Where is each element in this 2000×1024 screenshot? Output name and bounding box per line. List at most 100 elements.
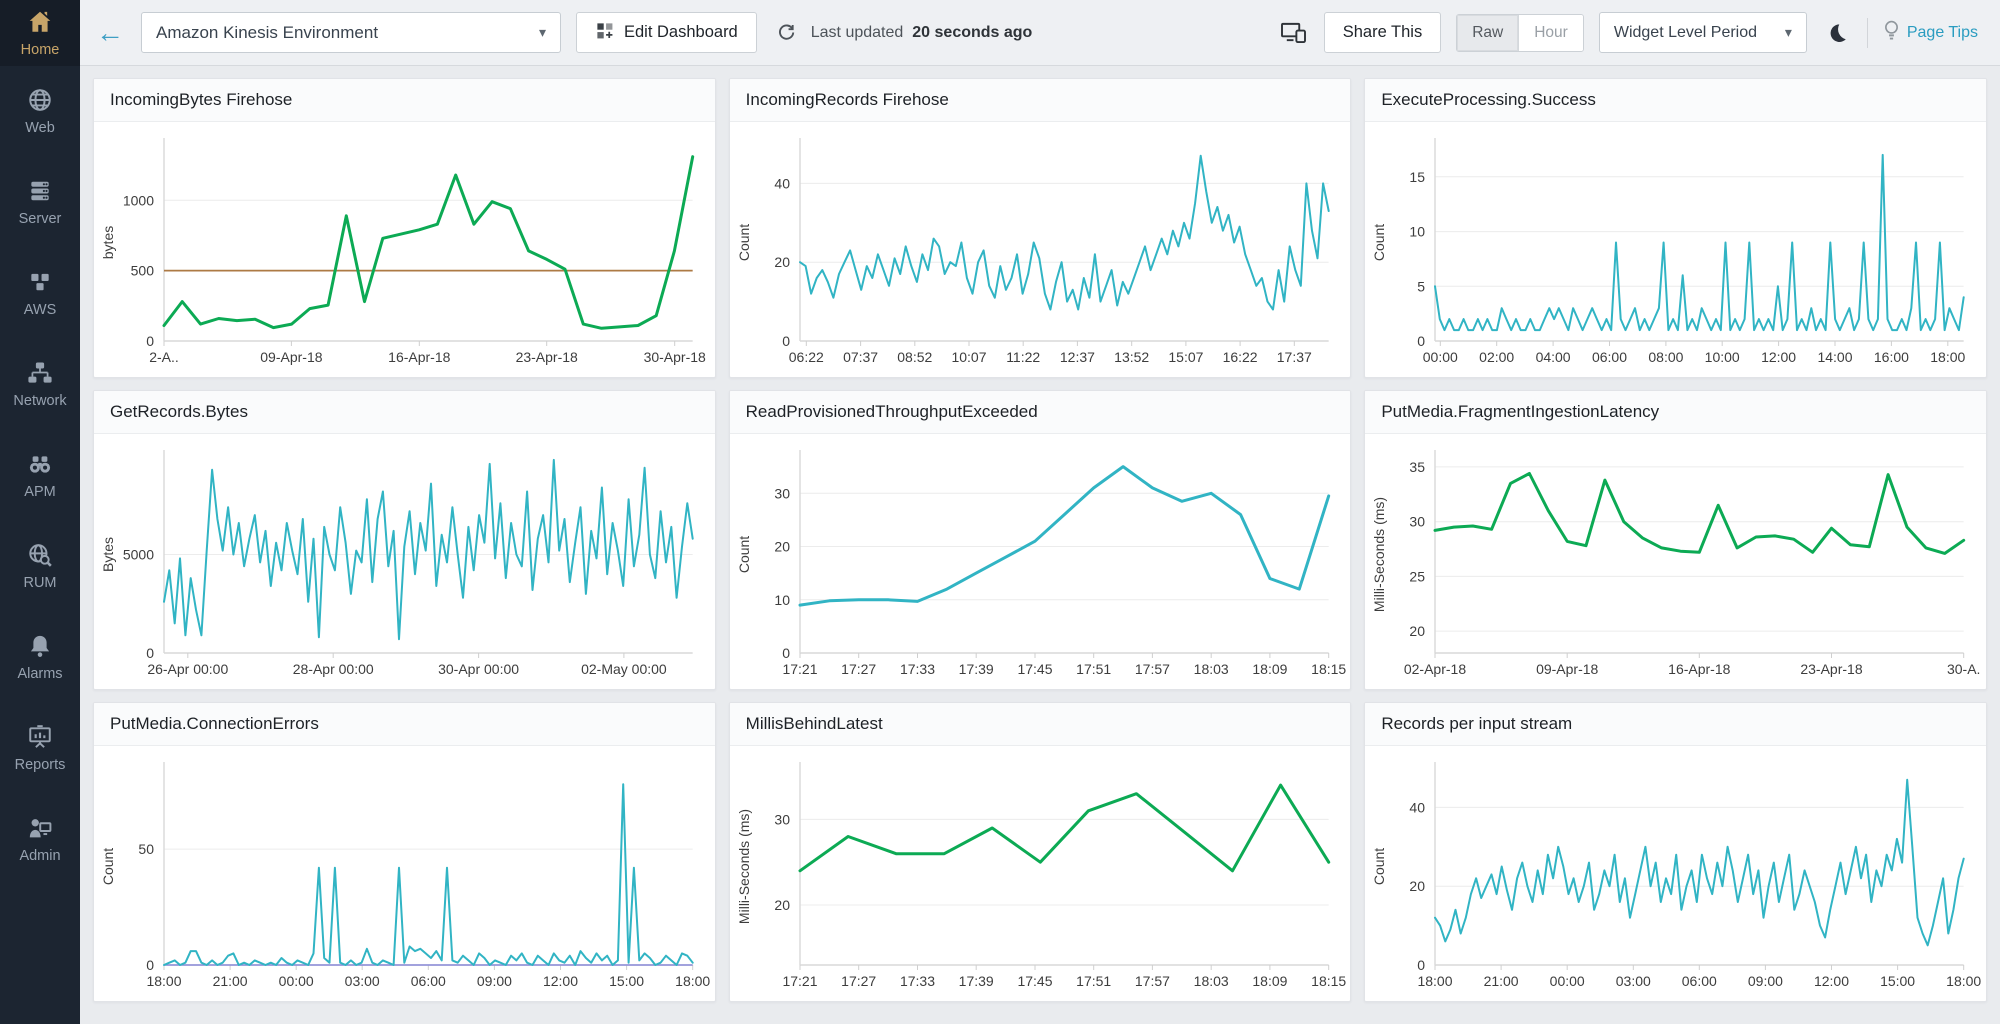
widget-card: PutMedia.FragmentIngestionLatency 20 25 30… (1364, 390, 1987, 690)
svg-text:17:27: 17:27 (841, 661, 876, 677)
last-updated-value: 20 seconds ago (912, 23, 1033, 41)
widget-title-bar: ExecuteProcessing.Success (1365, 79, 1986, 122)
svg-text:17:39: 17:39 (958, 661, 993, 677)
svg-text:06:22: 06:22 (788, 349, 823, 365)
widget-title: IncomingBytes Firehose (110, 90, 293, 109)
refresh-icon[interactable] (772, 18, 802, 48)
svg-text:18:15: 18:15 (1311, 661, 1346, 677)
svg-text:30: 30 (774, 485, 790, 501)
share-this-button[interactable]: Share This (1323, 12, 1442, 53)
svg-text:18:00: 18:00 (675, 973, 710, 989)
svg-text:30-Apr 00:00: 30-Apr 00:00 (438, 661, 519, 677)
svg-text:23-Apr-18: 23-Apr-18 (1801, 661, 1863, 677)
sidebar-item-label: Home (20, 41, 60, 58)
line-chart[interactable]: 0 20 40 Count 06:22 07:37 08:52 10:07 11:22 12:37… (732, 130, 1347, 375)
sidebar-item-alarms[interactable]: Alarms (0, 612, 80, 703)
toggle-hour[interactable]: Hour (1519, 14, 1583, 51)
svg-text:16:22: 16:22 (1222, 349, 1257, 365)
line-chart[interactable]: 0 50 Count 18:00 21:00 00:00 03:00 06:00 09:00 12… (96, 754, 711, 999)
svg-text:14:00: 14:00 (1818, 349, 1853, 365)
svg-text:02-May 00:00: 02-May 00:00 (581, 661, 667, 677)
svg-text:35: 35 (1410, 459, 1426, 475)
edit-dashboard-button[interactable]: Edit Dashboard (576, 12, 757, 53)
svg-text:08:00: 08:00 (1649, 349, 1684, 365)
page-tips-link[interactable]: Page Tips (1883, 20, 1978, 46)
svg-text:20: 20 (1410, 878, 1426, 894)
widget-chart-area: 0 10 20 30 Count 17:21 17:27 17:33 17:39 17:45 17:… (730, 434, 1351, 689)
line-chart[interactable]: 0 20 40 Count 18:00 21:00 00:00 03:00 06:00 09:00… (1367, 754, 1982, 999)
svg-text:07:37: 07:37 (843, 349, 878, 365)
widget-chart-area: 0 500 1000 bytes 2-A.. 09-Apr-18 16-Apr-18 23-A… (94, 122, 715, 377)
rum-globe-icon (27, 542, 53, 568)
svg-text:18:15: 18:15 (1311, 973, 1346, 989)
line-chart[interactable]: 20 25 30 35 Milli-Seconds (ms) 02-Apr-18 09-Ap… (1367, 442, 1982, 687)
widget-title: PutMedia.ConnectionErrors (110, 714, 319, 733)
svg-text:0: 0 (1418, 957, 1426, 973)
sidebar-item-reports[interactable]: Reports (0, 703, 80, 794)
svg-text:17:39: 17:39 (958, 973, 993, 989)
svg-text:11:22: 11:22 (1006, 349, 1040, 365)
widget-card: PutMedia.ConnectionErrors 0 50 Count 18:00 2… (93, 702, 716, 1002)
svg-text:06:00: 06:00 (411, 973, 446, 989)
sidebar-item-rum[interactable]: RUM (0, 521, 80, 612)
sidebar-item-home[interactable]: Home (0, 0, 80, 66)
widget-title-bar: MillisBehindLatest (729, 703, 1351, 746)
widget-title-bar: ReadProvisionedThroughputExceeded (729, 391, 1351, 434)
line-chart[interactable]: 0 5000 Bytes 26-Apr 00:00 28-Apr 00:00 30-Apr… (96, 442, 711, 687)
svg-text:18:00: 18:00 (1418, 973, 1453, 989)
svg-text:17:51: 17:51 (1076, 973, 1111, 989)
lightbulb-icon (1883, 20, 1900, 46)
svg-text:Milli-Seconds (ms): Milli-Seconds (ms) (736, 809, 752, 924)
widget-title-bar: PutMedia.ConnectionErrors (94, 703, 715, 746)
svg-text:30: 30 (774, 811, 790, 827)
svg-text:18:03: 18:03 (1193, 973, 1228, 989)
widget-level-period-select[interactable]: Widget Level Period ▾ (1598, 12, 1807, 53)
dashboard-select-value: Amazon Kinesis Environment (156, 22, 379, 42)
svg-text:10: 10 (1410, 224, 1426, 240)
svg-text:17:33: 17:33 (900, 661, 935, 677)
devices-icon[interactable] (1279, 18, 1309, 48)
bell-icon (27, 633, 53, 659)
sidebar-item-apm[interactable]: APM (0, 430, 80, 521)
toggle-raw[interactable]: Raw (1457, 14, 1520, 51)
svg-text:0: 0 (1418, 333, 1426, 349)
svg-text:28-Apr 00:00: 28-Apr 00:00 (293, 661, 374, 677)
sidebar-item-admin[interactable]: Admin (0, 794, 80, 885)
svg-text:16-Apr-18: 16-Apr-18 (388, 349, 450, 365)
svg-text:09:00: 09:00 (1748, 973, 1783, 989)
sidebar-item-server[interactable]: Server (0, 157, 80, 248)
widget-chart-area: 0 50 Count 18:00 21:00 00:00 03:00 06:00 09:00 12… (94, 746, 715, 1001)
dark-mode-moon-icon[interactable] (1822, 18, 1852, 48)
svg-text:0: 0 (782, 333, 790, 349)
line-chart[interactable]: 0 500 1000 bytes 2-A.. 09-Apr-18 16-Apr-18 23-A… (96, 130, 711, 375)
widget-title: Records per input stream (1381, 714, 1573, 733)
line-chart[interactable]: 0 5 10 15 Count 00:00 02:00 04:00 06:00 08:00 10:0… (1367, 130, 1982, 375)
sidebar-item-label: APM (24, 484, 56, 500)
line-chart[interactable]: 0 10 20 30 Count 17:21 17:27 17:33 17:39 17:45 17:… (732, 442, 1347, 687)
svg-text:15:07: 15:07 (1168, 349, 1203, 365)
svg-text:10: 10 (774, 592, 790, 608)
sidebar-item-label: Admin (19, 848, 61, 864)
sidebar-item-aws[interactable]: AWS (0, 248, 80, 339)
svg-text:15:00: 15:00 (609, 973, 644, 989)
sidebar-item-label: Server (18, 211, 62, 227)
sidebar-item-label: Network (13, 393, 67, 409)
topbar-divider (1866, 17, 1868, 48)
svg-text:40: 40 (1410, 799, 1426, 815)
back-arrow-icon[interactable]: ← (96, 16, 124, 48)
svg-text:10:00: 10:00 (1705, 349, 1740, 365)
dashboard-select[interactable]: Amazon Kinesis Environment ▾ (141, 12, 561, 53)
svg-text:06:00: 06:00 (1592, 349, 1627, 365)
svg-text:02-Apr-18: 02-Apr-18 (1404, 661, 1466, 677)
line-chart[interactable]: 20 30 Milli-Seconds (ms) 17:21 17:27 17:33 17:… (732, 754, 1347, 999)
svg-text:20: 20 (774, 539, 790, 555)
svg-text:Milli-Seconds (ms): Milli-Seconds (ms) (1371, 497, 1387, 612)
svg-text:16:00: 16:00 (1874, 349, 1909, 365)
widget-chart-area: 0 20 40 Count 06:22 07:37 08:52 10:07 11:22 12:37… (730, 122, 1351, 377)
chevron-down-icon: ▾ (1784, 24, 1792, 40)
svg-text:08:52: 08:52 (897, 349, 932, 365)
sidebar-item-label: Alarms (17, 666, 63, 682)
sidebar-item-network[interactable]: Network (0, 339, 80, 430)
sidebar-item-web[interactable]: Web (0, 66, 80, 157)
svg-text:bytes: bytes (100, 226, 116, 259)
